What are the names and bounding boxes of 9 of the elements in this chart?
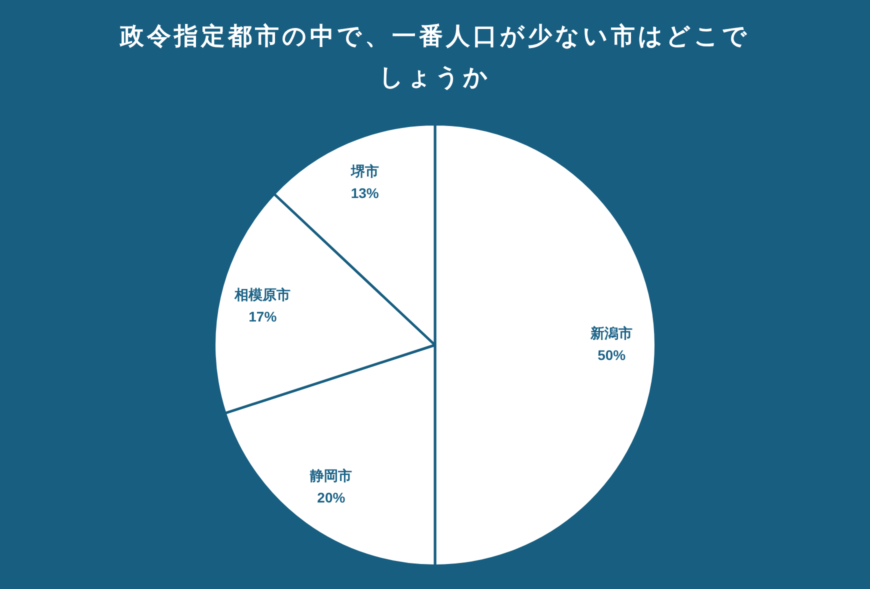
data-label: 17%	[248, 308, 278, 324]
chart-title: 政令指定都市の中で、一番人口が少ない市はどこでしょうか	[118, 22, 751, 93]
slice-label: 新潟市	[590, 324, 633, 341]
slice-label: 相模原市	[234, 286, 291, 302]
data-label: 50%	[598, 346, 626, 363]
data-label: 13%	[350, 184, 380, 201]
slice-label: 堺市	[350, 162, 379, 179]
data-label: 20%	[317, 490, 346, 506]
slice-label: 静岡市	[309, 468, 352, 484]
